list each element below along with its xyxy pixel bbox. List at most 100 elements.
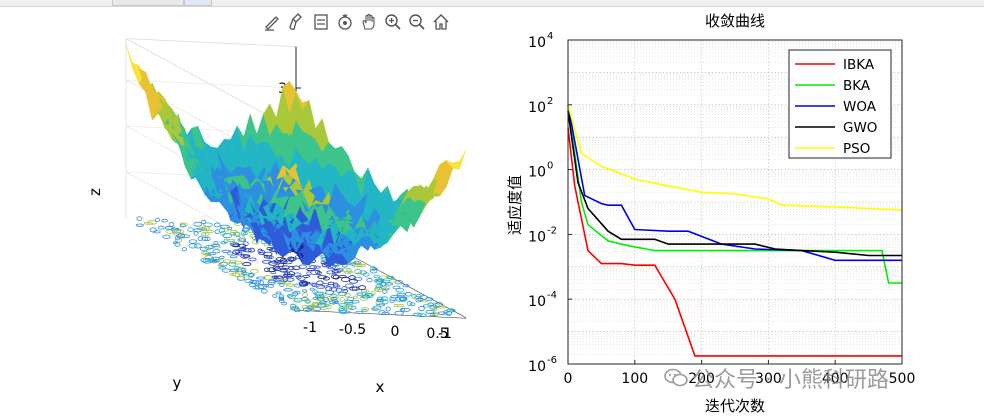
contour-ring <box>356 292 364 296</box>
contour-ring <box>278 294 285 300</box>
contour-ring <box>377 298 385 303</box>
contour-ring <box>370 268 378 274</box>
contour-ring <box>237 238 247 242</box>
contour-ring <box>219 255 225 259</box>
contour-ring <box>256 276 266 280</box>
contour-ring <box>394 310 404 316</box>
contour-ring <box>373 279 384 283</box>
contour-ring <box>230 229 238 233</box>
contour-ring <box>293 290 301 295</box>
contour-ring <box>303 298 312 304</box>
contour-ring <box>396 293 406 297</box>
home-icon <box>433 14 448 30</box>
contour-ring <box>222 233 233 239</box>
y-axis-label: y <box>173 374 182 392</box>
contour-ring <box>238 248 247 252</box>
contour-ring <box>287 294 296 299</box>
contour-ring <box>310 270 320 276</box>
zoom-out-button[interactable] <box>406 10 427 34</box>
contour-ring <box>248 272 254 278</box>
contour-ring <box>247 273 255 277</box>
contour-ring <box>330 294 340 300</box>
x-tick-label: -0.5 <box>339 322 366 338</box>
contour-ring <box>334 300 340 304</box>
contour-ring <box>252 280 262 285</box>
contour-ring <box>275 291 282 295</box>
contour-ring <box>161 218 168 223</box>
contour-ring <box>181 247 187 252</box>
edit-plot-button[interactable] <box>262 10 283 34</box>
window-tab[interactable] <box>112 0 184 6</box>
contour-ring <box>433 312 439 317</box>
contour-ring <box>298 264 307 269</box>
contour-ring <box>309 287 315 291</box>
contour-ring <box>267 279 276 285</box>
contour-ring <box>204 236 211 242</box>
contour-ring <box>401 307 411 312</box>
contour-ring <box>393 304 399 307</box>
contour-ring <box>324 290 335 295</box>
contour-ring <box>266 255 272 259</box>
y-tick-label: -1 <box>438 326 452 342</box>
legend-toggle-button[interactable] <box>310 10 331 34</box>
box-edge <box>125 38 297 47</box>
contour-ring <box>295 275 302 280</box>
contour-ring <box>232 243 240 248</box>
contour-ring <box>281 301 288 306</box>
brush-button[interactable] <box>286 10 307 34</box>
contour-ring <box>201 232 210 237</box>
contour-ring <box>286 294 294 298</box>
contour-ring <box>193 228 202 233</box>
contour-ring <box>281 265 290 270</box>
contour-ring <box>362 272 370 277</box>
brush-icon <box>288 13 302 30</box>
contour-ring <box>248 247 255 253</box>
contour-ring <box>149 227 157 233</box>
contour-ring <box>301 305 310 310</box>
contour-ring <box>260 288 268 294</box>
contour-ring <box>338 292 347 296</box>
contour-ring <box>211 243 220 247</box>
zoom-in-button[interactable] <box>382 10 403 34</box>
contour-ring <box>218 227 225 233</box>
contour-ring <box>211 256 220 261</box>
contour-ring <box>171 229 182 234</box>
contour-ring <box>394 296 405 302</box>
contour-ring <box>399 307 405 312</box>
contour-ring <box>361 307 370 312</box>
z-axis-label: z <box>86 188 104 196</box>
contour-ring <box>212 249 221 254</box>
contour-ring <box>242 272 250 276</box>
contour-ring <box>416 313 427 318</box>
contour-ring <box>221 249 231 253</box>
contour-ring <box>242 227 251 232</box>
contour-ring <box>234 267 240 274</box>
pan-button[interactable] <box>358 10 379 34</box>
contour-ring <box>378 310 386 316</box>
contour-ring <box>221 268 231 273</box>
contour-ring <box>314 269 321 275</box>
surface-facet <box>452 149 467 170</box>
rotate-3d-button[interactable] <box>334 10 355 34</box>
contour-ring <box>293 272 302 278</box>
contour-ring <box>173 241 178 245</box>
contour-ring <box>386 275 395 280</box>
contour-ring <box>323 303 330 308</box>
contour-ring <box>352 295 358 300</box>
contour-ring <box>298 280 307 286</box>
contour-ring <box>373 274 380 279</box>
window-tab[interactable] <box>184 0 212 6</box>
contour-ring <box>254 284 265 290</box>
contour-ring <box>376 286 382 291</box>
contour-ring <box>285 283 295 287</box>
contour-ring <box>356 262 363 268</box>
contour-ring <box>177 229 185 234</box>
contour-ring <box>341 286 348 291</box>
contour-ring <box>229 259 237 265</box>
contour-ring <box>248 283 256 287</box>
contour-ring <box>275 257 286 262</box>
contour-ring <box>316 271 322 276</box>
contour-ring <box>250 268 259 274</box>
home-button[interactable] <box>430 10 451 34</box>
